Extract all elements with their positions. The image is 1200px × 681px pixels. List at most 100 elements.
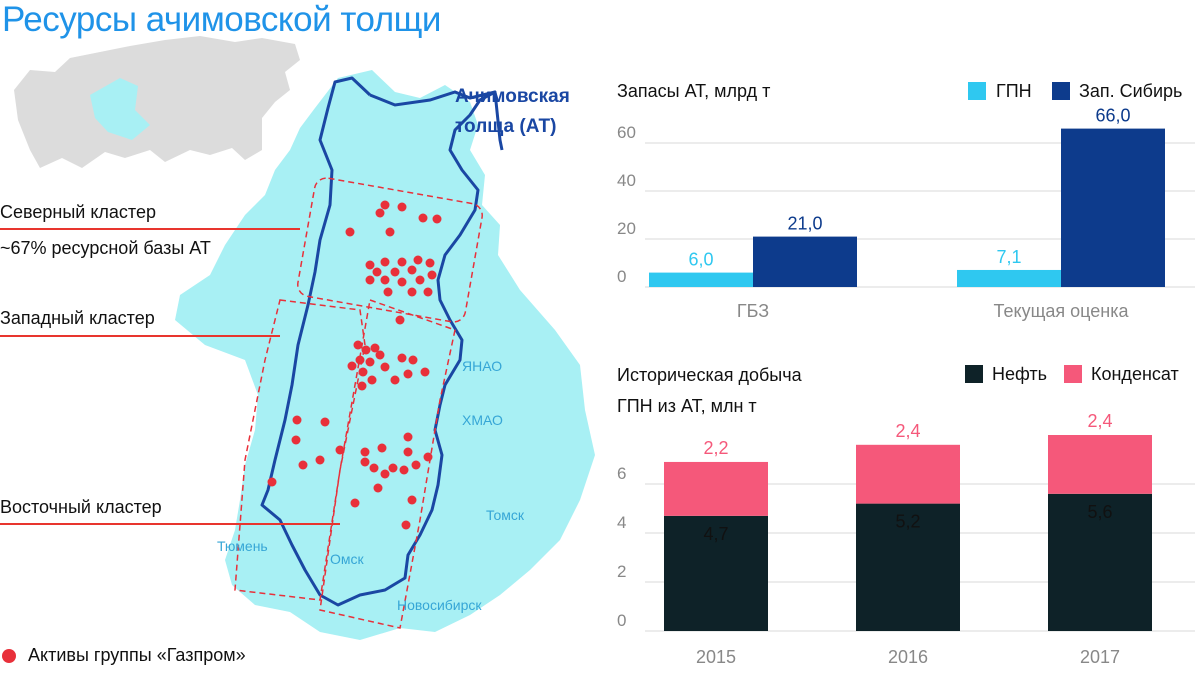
asset-dot: [407, 287, 417, 297]
bar-value-label: 21,0: [787, 214, 822, 234]
asset-dot: [407, 495, 417, 505]
asset-dot: [432, 214, 442, 224]
asset-dot: [370, 343, 380, 353]
russia-shape: [14, 36, 300, 168]
production-legend-oil: Нефть: [992, 364, 1048, 384]
production-chart-title-line1: Историческая добыча: [617, 365, 802, 385]
asset-dot: [397, 257, 407, 267]
production-chart-title-line2: ГПН из АТ, млн т: [617, 396, 757, 416]
stack-value-label: 5,2: [895, 512, 920, 532]
region-highlight: [90, 78, 150, 140]
reserves-legend-wsib-swatch: [1052, 82, 1070, 100]
east-cluster-outline: [319, 298, 456, 629]
stack-1-0: [856, 503, 960, 631]
asset-dot: [427, 270, 437, 280]
asset-dots: [267, 200, 442, 530]
asset-dot: [397, 277, 407, 287]
asset-dot: [355, 355, 365, 365]
production-chart: 0 2 4 6 4,7 2,2 2015 5,2 2,4 2016 5,6 2,4 2017: [617, 411, 1195, 667]
north-cluster-outline: [297, 177, 483, 323]
north-cluster-label: Северный кластер: [0, 202, 156, 222]
asset-dot: [375, 350, 385, 360]
bar-1-1: [1061, 128, 1165, 287]
x-tick-label: Текущая оценка: [994, 301, 1130, 321]
cluster-outlines: [234, 177, 483, 629]
y-tick-label: 0: [617, 611, 626, 630]
asset-dot: [407, 265, 417, 275]
asset-dot: [385, 227, 395, 237]
asset-dot: [315, 455, 325, 465]
production-legend-condensate: Конденсат: [1091, 364, 1179, 384]
north-cluster-note: ~67% ресурсной базы АТ: [0, 238, 211, 258]
bar-0-0: [649, 272, 753, 287]
asset-dot: [397, 353, 407, 363]
region-label-novosibirsk: Новосибирск: [397, 597, 482, 613]
asset-dot: [388, 463, 398, 473]
y-tick-label: 2: [617, 562, 626, 581]
asset-dot: [353, 340, 363, 350]
asset-dot: [403, 432, 413, 442]
russia-minimap: [14, 36, 300, 168]
production-legend-condensate-swatch: [1064, 365, 1082, 383]
river-top-branch: [369, 90, 496, 107]
y-tick-label: 6: [617, 464, 626, 483]
y-tick-label: 4: [617, 513, 626, 532]
asset-dot: [380, 257, 390, 267]
asset-dot: [345, 227, 355, 237]
asset-dot: [298, 460, 308, 470]
stack-value-label: 2,4: [1087, 411, 1112, 431]
asset-dot: [358, 367, 368, 377]
stack-1-1: [856, 444, 960, 504]
asset-dot: [397, 202, 407, 212]
west-cluster-label: Западный кластер: [0, 308, 155, 328]
asset-dot: [425, 258, 435, 268]
asset-dot: [423, 287, 433, 297]
stack-value-label: 2,4: [895, 421, 920, 441]
bar-0-1: [753, 236, 857, 287]
asset-dot: [360, 447, 370, 457]
reserves-legend-gpn-swatch: [968, 82, 986, 100]
asset-legend-label: Активы группы «Газпром»: [28, 645, 246, 665]
asset-dot: [380, 200, 390, 210]
achimov-boundary-line: [260, 76, 504, 607]
bar-1-0: [957, 269, 1061, 287]
region-label-omsk: Омск: [330, 551, 364, 567]
region-label-hmao: ХМАО: [462, 412, 503, 428]
production-legend-oil-swatch: [965, 365, 983, 383]
x-tick-label: 2016: [888, 647, 928, 667]
x-tick-label: 2015: [696, 647, 736, 667]
asset-dot: [367, 375, 377, 385]
asset-dot: [380, 469, 390, 479]
asset-dot: [380, 362, 390, 372]
asset-dot: [383, 287, 393, 297]
east-cluster-label: Восточный кластер: [0, 497, 162, 517]
asset-dot: [399, 465, 409, 475]
asset-dot: [267, 477, 277, 487]
asset-dot: [375, 208, 385, 218]
reserves-legend-gpn: ГПН: [996, 81, 1032, 101]
reserves-chart-title: Запасы АТ, млрд т: [617, 81, 771, 101]
asset-dot: [413, 255, 423, 265]
asset-dot: [350, 498, 360, 508]
x-tick-label: ГБЗ: [737, 301, 769, 321]
stack-0-0: [664, 515, 768, 631]
asset-dot: [401, 520, 411, 530]
asset-dot: [369, 463, 379, 473]
stack-value-label: 4,7: [703, 524, 728, 544]
asset-dot: [335, 445, 345, 455]
asset-dot: [365, 260, 375, 270]
asset-dot: [377, 443, 387, 453]
region-label-tyumen: Тюмень: [217, 538, 268, 554]
achimov-label-line1: Ачимовская: [455, 86, 570, 107]
asset-dot: [408, 355, 418, 365]
x-tick-label: 2017: [1080, 647, 1120, 667]
region-label-yanao: ЯНАО: [462, 358, 503, 374]
y-tick-label: 0: [617, 267, 626, 286]
asset-dot: [361, 345, 371, 355]
achimov-label: Ачимовская толща (АТ): [455, 82, 570, 142]
asset-dot: [418, 213, 428, 223]
stack-2-0: [1048, 493, 1152, 631]
reserves-legend-wsib: Зап. Сибирь: [1079, 81, 1183, 101]
bar-value-label: 66,0: [1095, 106, 1130, 126]
west-cluster-outline: [234, 299, 366, 601]
